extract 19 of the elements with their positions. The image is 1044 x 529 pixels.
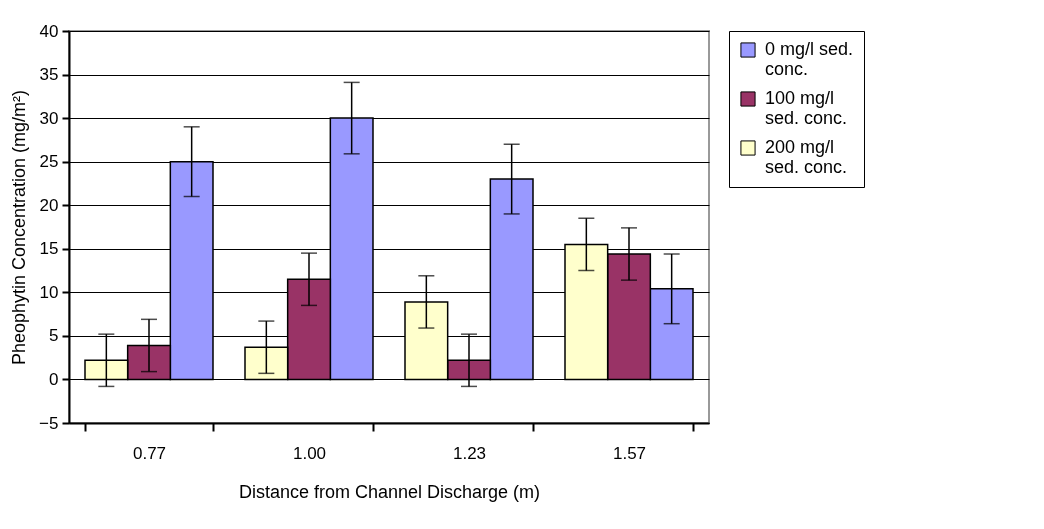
y-tick-label: 5 (49, 326, 59, 346)
y-tick-label: 30 (39, 108, 59, 128)
x-tick-label: 1.23 (452, 443, 487, 463)
x-tick-label: 1.57 (612, 443, 647, 463)
y-tick-label: 15 (39, 239, 59, 259)
x-tick-label: 0.77 (132, 443, 167, 463)
legend-label: 100 mg/l sed. conc. (765, 88, 848, 128)
y-tick-label: 25 (39, 152, 59, 172)
y-tick-label: −5 (39, 413, 59, 433)
y-tick-label: 10 (39, 282, 59, 302)
y-tick-label: 40 (39, 21, 59, 41)
y-tick-label: 35 (39, 65, 59, 85)
y-tick-label: 20 (39, 195, 59, 215)
x-axis-title: Distance from Channel Discharge (m) (238, 481, 541, 502)
x-tick-label: 1.00 (292, 443, 327, 463)
legend-label: 200 mg/l sed. conc. (765, 137, 848, 177)
y-axis-title: Pheophytin Concentration (mg/m²) (9, 89, 30, 366)
legend-label: 0 mg/l sed. conc. (765, 39, 854, 79)
y-tick-label: 0 (49, 369, 59, 389)
